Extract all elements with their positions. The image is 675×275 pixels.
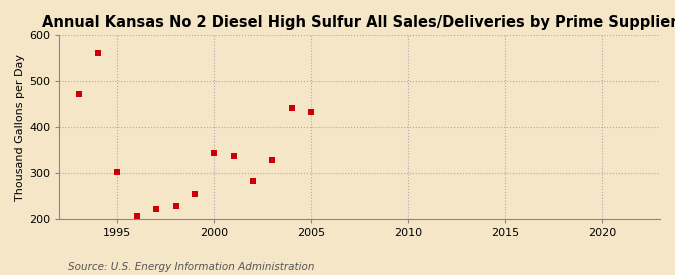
Point (209, 151, 220, 155)
Point (170, 204, 181, 208)
Point (112, 169, 123, 174)
Point (190, 191, 200, 196)
Point (151, 207, 161, 211)
Point (92, 51, 103, 55)
Title: Annual Kansas No 2 Diesel High Sulfur All Sales/Deliveries by Prime Supplier: Annual Kansas No 2 Diesel High Sulfur Al… (42, 15, 675, 30)
Point (248, 179, 259, 183)
Text: Source: U.S. Energy Information Administration: Source: U.S. Energy Information Administ… (68, 262, 314, 272)
Point (132, 214, 142, 218)
Point (286, 106, 297, 111)
Point (267, 158, 278, 163)
Point (228, 153, 239, 158)
Y-axis label: Thousand Gallons per Day: Thousand Gallons per Day (15, 54, 25, 201)
Point (74, 92, 84, 96)
Point (306, 110, 317, 115)
